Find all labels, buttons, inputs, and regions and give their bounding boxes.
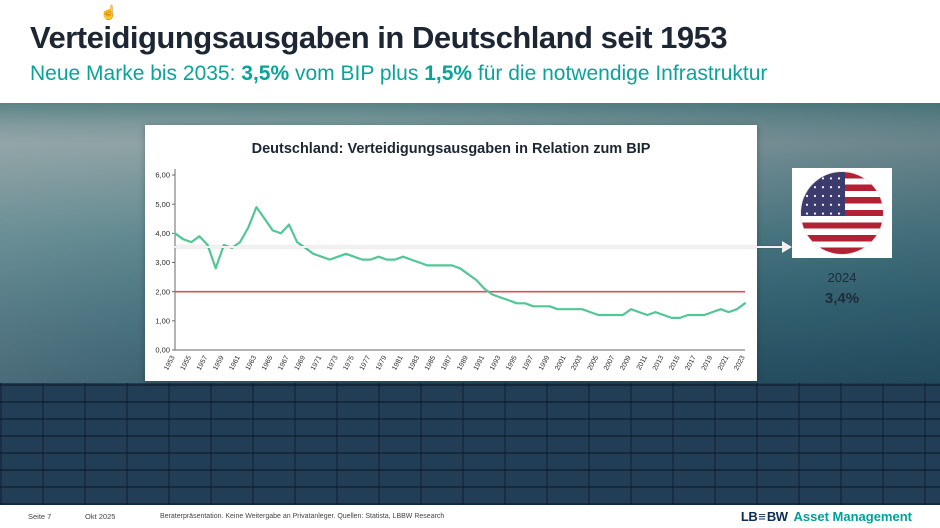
svg-text:1963: 1963 xyxy=(245,355,259,372)
svg-text:1977: 1977 xyxy=(359,355,373,372)
svg-text:1953: 1953 xyxy=(163,355,177,372)
subtitle-highlight-2: 1,5% xyxy=(424,62,473,85)
svg-text:2003: 2003 xyxy=(570,355,584,372)
svg-text:1993: 1993 xyxy=(489,355,503,372)
svg-text:2019: 2019 xyxy=(701,355,715,372)
chart-panel: Deutschland: Verteidigungsausgaben in Re… xyxy=(145,125,757,381)
svg-text:2005: 2005 xyxy=(587,355,601,372)
usa-year-label: 2024 xyxy=(827,270,857,285)
us-flag-canton xyxy=(801,172,845,216)
slide-footer: Seite 7 Okt 2025 Beraterpräsentation. Ke… xyxy=(0,505,940,528)
logo-asset-management: Asset Management xyxy=(793,509,912,524)
defense-spending-line-chart: 0,00 1,00 2,00 3,00 4,00 5,00 6,00 1953 1955 1957… xyxy=(155,169,747,372)
svg-text:1999: 1999 xyxy=(538,355,552,372)
us-flag-icon xyxy=(801,172,883,254)
svg-text:5,00: 5,00 xyxy=(155,200,170,209)
footer-disclaimer: Beraterpräsentation. Keine Weitergabe an… xyxy=(160,513,445,520)
subtitle-text-2: vom BIP plus xyxy=(289,62,425,85)
svg-text:1997: 1997 xyxy=(522,355,536,372)
chart-title: Deutschland: Verteidigungsausgaben in Re… xyxy=(251,141,651,157)
svg-text:2015: 2015 xyxy=(668,355,682,372)
svg-text:1995: 1995 xyxy=(505,355,519,372)
svg-text:1969: 1969 xyxy=(294,355,308,372)
svg-text:1983: 1983 xyxy=(408,355,422,372)
svg-text:2023: 2023 xyxy=(733,355,747,372)
logo-lb: LB xyxy=(740,509,758,524)
svg-text:2007: 2007 xyxy=(603,355,617,372)
svg-text:3,00: 3,00 xyxy=(155,258,170,267)
usa-value-label: 3,4% xyxy=(824,290,860,307)
svg-text:1965: 1965 xyxy=(261,355,275,372)
svg-text:1959: 1959 xyxy=(212,355,226,372)
svg-text:2021: 2021 xyxy=(717,355,731,372)
target-arrow xyxy=(174,241,792,253)
svg-text:2,00: 2,00 xyxy=(155,287,170,296)
lbbw-bars-icon: ≡ xyxy=(758,509,766,524)
svg-text:1981: 1981 xyxy=(391,355,405,372)
svg-text:2013: 2013 xyxy=(652,355,666,372)
svg-text:1979: 1979 xyxy=(375,355,389,372)
svg-text:1961: 1961 xyxy=(228,355,242,372)
svg-text:1973: 1973 xyxy=(326,355,340,372)
svg-text:6,00: 6,00 xyxy=(155,171,170,180)
svg-text:1975: 1975 xyxy=(342,355,356,372)
svg-text:1967: 1967 xyxy=(277,355,291,372)
page-subtitle: Neue Marke bis 2035: 3,5% vom BIP plus 1… xyxy=(30,62,767,86)
svg-text:1985: 1985 xyxy=(424,355,438,372)
svg-text:1989: 1989 xyxy=(456,355,470,372)
svg-text:2017: 2017 xyxy=(684,355,698,372)
page-title: Verteidigungsausgaben in Deutschland sei… xyxy=(30,20,728,55)
subtitle-text: Neue Marke bis 2035: xyxy=(30,62,242,85)
svg-text:0,00: 0,00 xyxy=(155,346,170,355)
svg-text:1955: 1955 xyxy=(180,355,194,372)
svg-text:1971: 1971 xyxy=(310,355,324,372)
svg-text:1991: 1991 xyxy=(473,355,487,372)
svg-text:4,00: 4,00 xyxy=(155,229,170,238)
us-flag-panel xyxy=(792,168,892,258)
subtitle-highlight-1: 3,5% xyxy=(241,62,290,85)
svg-text:1957: 1957 xyxy=(196,355,210,372)
page-number: Seite 7 xyxy=(28,512,52,521)
footer-date: Okt 2025 xyxy=(85,512,116,521)
svg-text:2009: 2009 xyxy=(619,355,633,372)
subtitle-text-3: für die notwendige Infrastruktur xyxy=(472,62,768,85)
svg-text:2001: 2001 xyxy=(554,355,568,372)
svg-text:2011: 2011 xyxy=(636,355,649,372)
svg-text:1987: 1987 xyxy=(440,355,454,372)
svg-text:1,00: 1,00 xyxy=(155,316,170,325)
timeline-band: 1949 Gründung der Nato 2023 2% vom BIP a… xyxy=(0,383,940,505)
lbbw-logo: LB ≡ BW Asset Management xyxy=(741,509,912,524)
slide-header: ☝ Verteidigungsausgaben in Deutschland s… xyxy=(0,0,940,103)
mouse-cursor-icon: ☝ xyxy=(100,4,118,20)
logo-bw: BW xyxy=(766,509,788,524)
